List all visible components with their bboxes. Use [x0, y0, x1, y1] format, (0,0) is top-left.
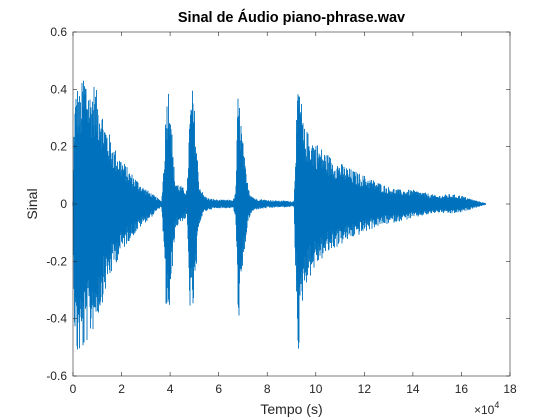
- x-tick-label: 2: [118, 382, 125, 396]
- x-tick-label: 8: [264, 382, 271, 396]
- y-axis-title: Sinal: [24, 188, 40, 219]
- y-tick-label: 0: [60, 197, 67, 211]
- y-tick-label: -0.4: [46, 312, 67, 326]
- chart-title: Sinal de Áudio piano-phrase.wav: [178, 9, 405, 26]
- x-tick-label: 0: [70, 382, 77, 396]
- y-tick-label: 0.6: [50, 25, 67, 39]
- y-tick-label: -0.6: [46, 369, 67, 383]
- x-axis-ticks: 0 2 4 6 8 10 12 14 16 18: [70, 32, 517, 396]
- x-axis-exponent-power: 4: [494, 400, 499, 410]
- x-axis-exponent: ×104: [474, 400, 499, 417]
- waveform-core: [73, 135, 485, 283]
- x-tick-label: 6: [215, 382, 222, 396]
- y-axis-ticks: -0.6 -0.4 -0.2 0 0.2 0.4 0.6: [46, 25, 510, 383]
- y-tick-label: -0.2: [46, 254, 67, 268]
- x-tick-label: 14: [406, 382, 420, 396]
- x-tick-label: 4: [167, 382, 174, 396]
- x-tick-label: 18: [503, 382, 517, 396]
- x-tick-label: 10: [309, 382, 323, 396]
- x-axis-title: Tempo (s): [260, 401, 322, 417]
- x-tick-label: 12: [358, 382, 372, 396]
- y-tick-label: 0.4: [50, 82, 67, 96]
- x-axis-exponent-base: ×10: [474, 403, 495, 417]
- y-tick-label: 0.2: [50, 140, 67, 154]
- x-tick-label: 16: [455, 382, 469, 396]
